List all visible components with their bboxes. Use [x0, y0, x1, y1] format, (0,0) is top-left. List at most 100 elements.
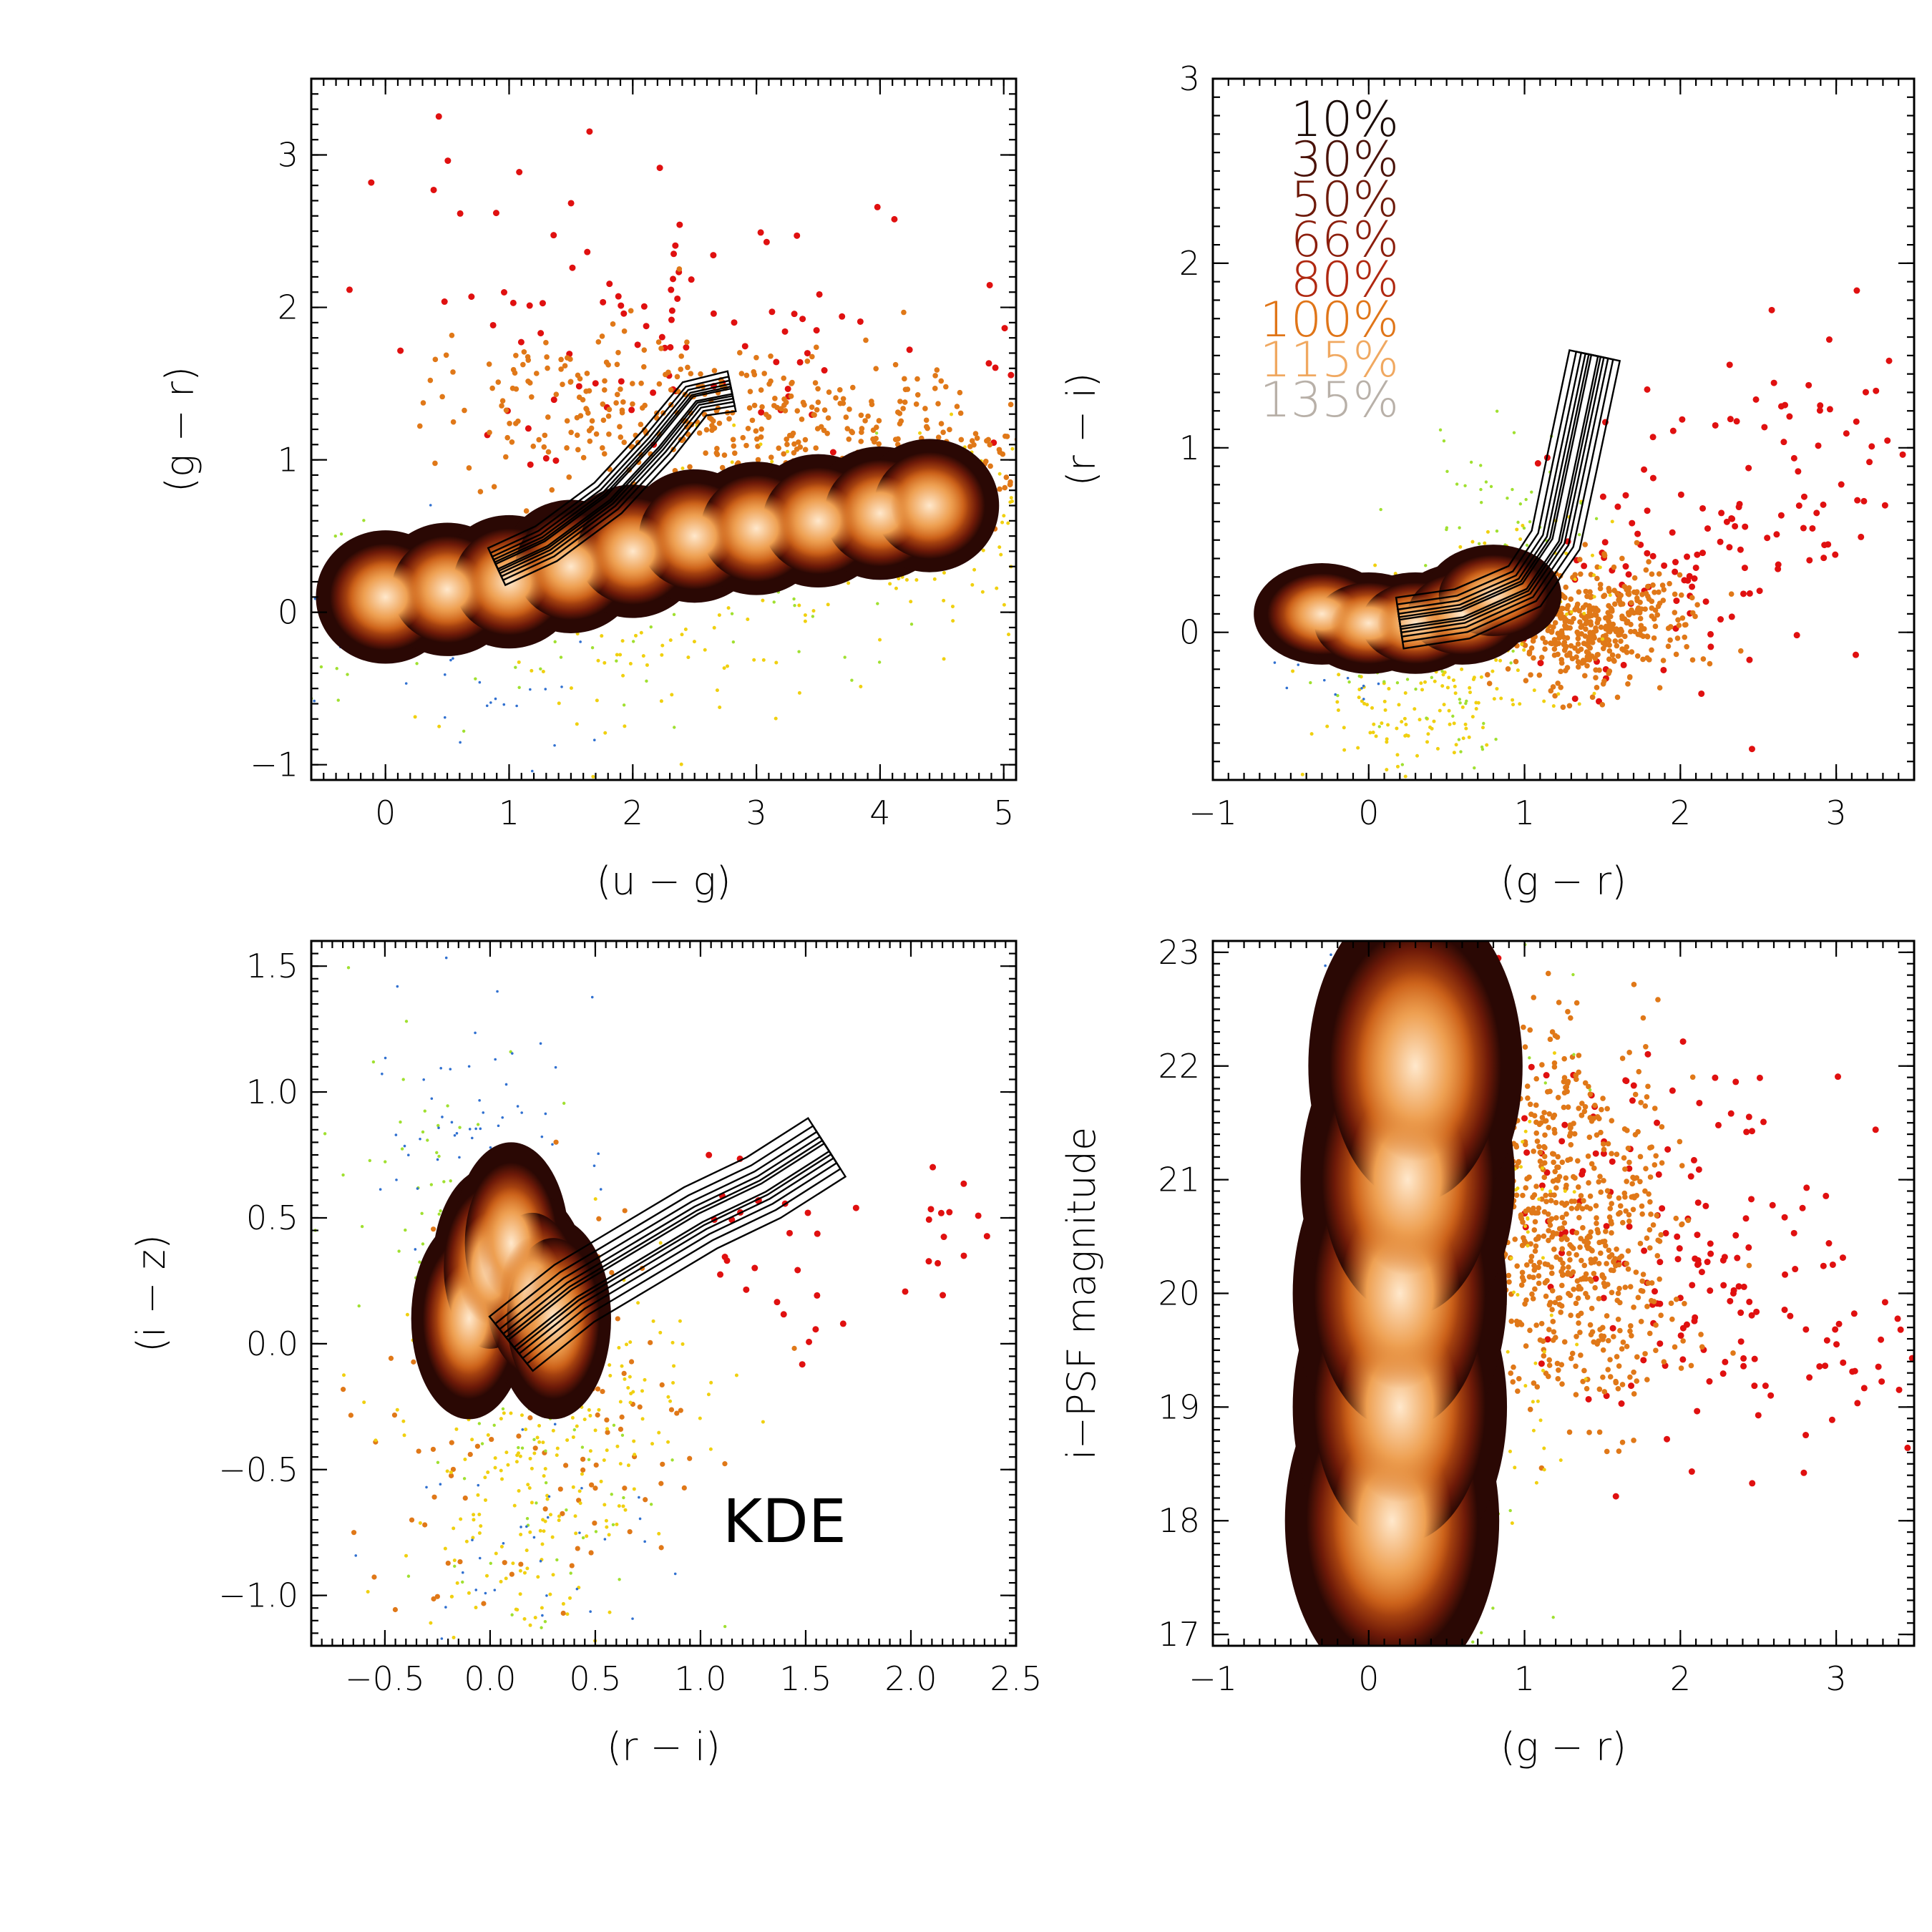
scatter-point — [1707, 630, 1714, 638]
scatter-point — [1342, 748, 1347, 752]
scatter-point — [1727, 1110, 1735, 1117]
scatter-point — [542, 455, 550, 462]
scatter-point — [1415, 753, 1420, 758]
scatter-point — [1548, 1189, 1553, 1194]
scatter-point — [1588, 1088, 1592, 1092]
scatter-point — [484, 1591, 487, 1595]
scatter-point — [1546, 1362, 1553, 1368]
scatter-point — [602, 1458, 606, 1463]
scatter-point — [688, 276, 695, 283]
scatter-point — [590, 646, 595, 650]
scatter-point — [517, 686, 521, 690]
scatter-point — [780, 1311, 787, 1318]
scatter-point — [450, 419, 457, 425]
scatter-point — [1624, 587, 1629, 592]
scatter-point — [457, 1558, 463, 1565]
scatter-point — [1536, 672, 1543, 678]
scatter-point — [1575, 1184, 1581, 1190]
scatter-point — [1637, 615, 1644, 622]
scatter-point — [1650, 582, 1656, 588]
scatter-point — [1639, 1288, 1646, 1294]
scatter-point — [857, 318, 864, 325]
scatter-point — [586, 388, 592, 394]
scatter-point — [1548, 1191, 1554, 1198]
scatter-point — [1458, 545, 1463, 549]
scatter-point — [772, 396, 778, 401]
scatter-point — [1541, 1256, 1545, 1260]
scatter-point — [935, 434, 942, 440]
scatter-point — [774, 1299, 781, 1306]
scatter-point — [557, 1514, 561, 1518]
scatter-point — [1594, 517, 1599, 520]
scatter-point — [1736, 500, 1743, 507]
scatter-point — [423, 1109, 426, 1113]
scatter-point — [761, 598, 765, 602]
scatter-point — [1712, 1074, 1719, 1081]
scatter-point — [444, 1606, 447, 1609]
scatter-point — [951, 619, 955, 623]
scatter-point — [1511, 487, 1514, 492]
scatter-point — [1360, 699, 1364, 703]
scatter-point — [362, 519, 366, 522]
scatter-point — [1541, 1368, 1545, 1372]
scatter-point — [1566, 1291, 1571, 1297]
scatter-point — [1551, 1616, 1555, 1619]
scatter-point — [1600, 680, 1606, 687]
scatter-point — [1554, 1164, 1560, 1170]
scatter-point — [942, 570, 946, 575]
scatter-point — [600, 1389, 605, 1395]
scatter-point — [914, 376, 920, 382]
scatter-point — [1273, 661, 1277, 664]
scatter-point — [1453, 691, 1458, 696]
scatter-point — [431, 1226, 436, 1232]
scatter-point — [640, 1389, 644, 1393]
scatter-point — [1397, 703, 1401, 707]
scatter-point — [1623, 1208, 1629, 1214]
scatter-point — [548, 1592, 552, 1596]
scatter-point — [1395, 726, 1399, 731]
scatter-point — [1849, 1368, 1856, 1375]
scatter-point — [791, 311, 798, 318]
scatter-point — [650, 389, 657, 396]
scatter-point — [1571, 972, 1575, 977]
scatter-point — [833, 395, 839, 401]
scatter-point — [597, 1407, 601, 1412]
x-tick-label: −1 — [1189, 794, 1237, 832]
scatter-point — [658, 333, 665, 341]
scatter-point — [876, 418, 882, 424]
scatter-point — [569, 1571, 572, 1575]
scatter-point — [474, 1031, 477, 1035]
scatter-point — [1644, 1094, 1650, 1100]
scatter-point — [1579, 1206, 1586, 1211]
scatter-point — [909, 600, 913, 604]
scatter-point — [1781, 1306, 1788, 1313]
scatter-point — [1740, 1355, 1747, 1362]
scatter-point — [1627, 1328, 1633, 1335]
scatter-point — [1600, 640, 1606, 646]
scatter-point — [986, 281, 993, 288]
scatter-point — [501, 289, 508, 296]
scatter-point — [595, 339, 602, 345]
scatter-point — [670, 275, 677, 283]
scatter-point — [1337, 673, 1341, 677]
scatter-point — [578, 1501, 582, 1506]
scatter-point — [1373, 563, 1377, 567]
scatter-point — [474, 677, 477, 680]
scatter-point — [1357, 688, 1362, 692]
scatter-point — [1858, 533, 1865, 540]
scatter-point — [1543, 1199, 1549, 1204]
scatter-point — [1614, 1354, 1620, 1360]
scatter-point — [489, 385, 495, 391]
scatter-point — [346, 966, 351, 970]
scatter-point — [1550, 1231, 1556, 1238]
scatter-point — [758, 434, 764, 440]
scatter-point — [1380, 721, 1384, 726]
scatter-point — [746, 618, 750, 622]
scatter-point — [1445, 469, 1449, 474]
scatter-point — [640, 364, 647, 370]
density-mark — [593, 514, 672, 589]
scatter-point — [481, 1601, 487, 1606]
scatter-point — [1800, 1469, 1807, 1476]
scatter-point — [1003, 474, 1010, 480]
scatter-point — [1617, 1327, 1623, 1334]
